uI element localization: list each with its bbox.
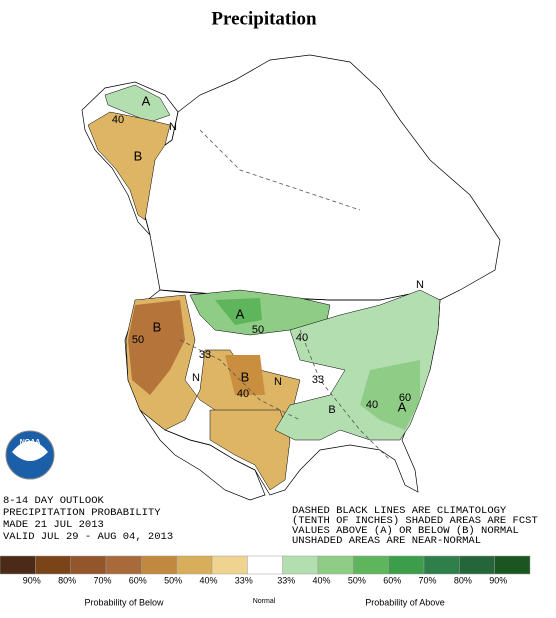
outlook-line: MADE 21 JUL 2013 [3, 519, 104, 531]
legend-swatch [141, 555, 177, 575]
climatology-line [199, 129, 361, 211]
area-west-below-strong [128, 300, 185, 395]
note-line: UNSHADED AREAS ARE NEAR-NORMAL [292, 535, 481, 547]
map-label: N [192, 372, 200, 384]
area-alaska-below [87, 111, 171, 221]
area-south-below [209, 409, 291, 491]
area-alaska-above [104, 84, 171, 123]
map-label: 60 [399, 392, 411, 404]
legend-label: 40% [199, 575, 217, 585]
map-label: A [142, 93, 151, 108]
area-east-above-strong [360, 360, 420, 430]
legend-label: 60% [129, 575, 147, 585]
area-plains-below [225, 355, 265, 395]
legend-swatch [247, 555, 283, 575]
legend-normal-label: Normal [253, 598, 276, 605]
legend-label: 50% [164, 575, 182, 585]
legend-below-label: Probability of Below [84, 597, 164, 607]
note-line: DASHED BLACK LINES ARE CLIMATOLOGY [292, 505, 507, 517]
legend-swatch [459, 555, 495, 575]
legend-label: 90% [489, 575, 507, 585]
legend-swatch [0, 555, 36, 575]
legend-label: 33% [277, 575, 295, 585]
legend-above-label: Probability of Above [365, 597, 445, 607]
map-label: N [416, 279, 424, 291]
notes-text: DASHED BLACK LINES ARE CLIMATOLOGY(TENTH… [292, 505, 538, 547]
title: Precipitation [211, 8, 317, 29]
map-label: 33 [312, 374, 324, 386]
outlook-line: PRECIPITATION PROBABILITY [3, 507, 161, 519]
legend-swatch [211, 555, 248, 575]
legend-swatch [70, 555, 107, 575]
map-label: 40 [237, 388, 249, 400]
map-label: B [328, 404, 335, 416]
legend-swatch [176, 555, 213, 575]
map-label: 50 [132, 334, 144, 346]
noaa-logo: NOAA [5, 430, 55, 480]
map-label: N [274, 376, 282, 388]
map-label: 50 [252, 324, 264, 336]
legend-swatch [282, 555, 319, 575]
map-label: N [169, 121, 177, 133]
outlook-line: VALID JUL 29 - AUG 04, 2013 [3, 531, 173, 543]
map-label: 33 [199, 349, 211, 361]
note-line: VALUES ABOVE (A) OR BELOW (B) NORMAL [292, 525, 519, 537]
map [81, 54, 501, 501]
map-label: 40 [112, 114, 124, 126]
area-north-above-strong [215, 298, 262, 325]
map-label: A [236, 306, 245, 321]
logo-text: NOAA [20, 439, 41, 446]
land-mexico [139, 409, 266, 501]
climatology-line [299, 329, 391, 461]
map-label: 40 [366, 399, 378, 411]
map-label: B [241, 369, 250, 384]
legend: 90% 80% 70% 60% 50% 40% 33% 33% 40% 50% 60% 70% 80% 9… [0, 555, 531, 585]
legend-label: 40% [313, 575, 331, 585]
legend-label: 80% [454, 575, 472, 585]
note-line: (TENTH OF INCHES) SHADED AREAS ARE FCST [292, 515, 538, 527]
legend-swatch [105, 555, 142, 575]
legend-label: 70% [93, 575, 111, 585]
map-label: 40 [296, 332, 308, 344]
legend-swatch [35, 555, 71, 575]
legend-label: 60% [383, 575, 401, 585]
legend-label: 50% [348, 575, 366, 585]
map-label: A [398, 399, 407, 414]
legend-label: 33% [235, 575, 253, 585]
legend-label: 80% [58, 575, 76, 585]
legend-swatch [388, 555, 425, 575]
legend-swatch [494, 555, 531, 575]
legend-label: 70% [419, 575, 437, 585]
climatology-line [179, 339, 301, 421]
outlook-line: 8-14 DAY OUTLOOK [3, 495, 105, 507]
legend-label: 90% [23, 575, 41, 585]
legend-swatch [317, 555, 354, 575]
map-label: B [153, 319, 162, 334]
legend-swatch [423, 555, 460, 575]
map-label: B [134, 148, 143, 163]
land-canada [141, 54, 501, 301]
legend-swatch [353, 555, 389, 575]
